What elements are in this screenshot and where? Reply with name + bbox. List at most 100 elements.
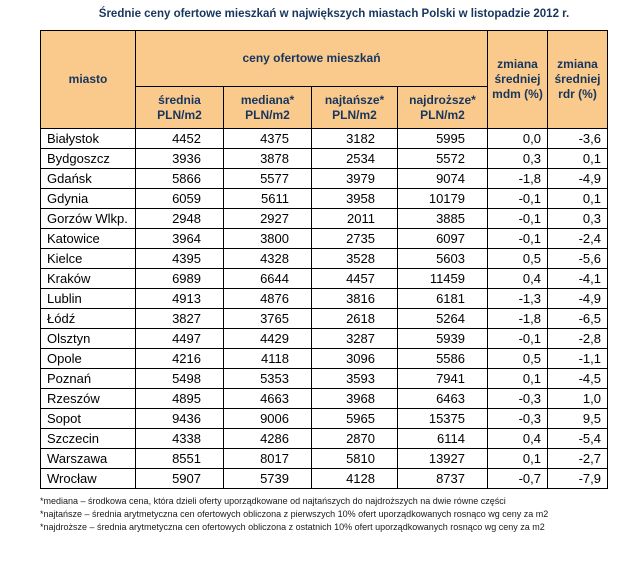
city-cell: Bydgoszcz [40,148,136,169]
cheapest-price-cell: 2735 [311,228,398,249]
table-row: Rzeszów 4895 4663 3968 6463 -0,3 1,0 [40,388,608,409]
change-mdm-cell: -1,8 [487,168,548,189]
cheapest-price-cell: 3182 [311,128,398,149]
most-expensive-price-cell: 13927 [397,448,488,469]
table-row: Poznań 5498 5353 3593 7941 0,1 -4,5 [40,368,608,389]
header-average-label: średnia [158,92,201,107]
change-rdr-cell: -4,9 [547,168,608,189]
median-price-cell: 3800 [223,228,312,249]
city-cell: Sopot [40,408,136,429]
most-expensive-price-cell: 7941 [397,368,488,389]
city-cell: Białystok [40,128,136,149]
median-price-cell: 5739 [223,468,312,489]
footnote-most-expensive: *najdroższe – średnia arytmetyczna cen o… [40,522,545,533]
change-mdm-cell: 0,4 [487,428,548,449]
most-expensive-price-cell: 6463 [397,388,488,409]
most-expensive-price-cell: 11459 [397,268,488,289]
median-price-cell: 5611 [223,188,312,209]
most-expensive-price-cell: 5603 [397,248,488,269]
most-expensive-price-cell: 5939 [397,328,488,349]
cheapest-price-cell: 2870 [311,428,398,449]
most-expensive-price-cell: 6181 [397,288,488,309]
header-most-expensive-label: najdroższe* [409,92,476,107]
change-rdr-cell: -2,8 [547,328,608,349]
median-price-cell: 9006 [223,408,312,429]
cheapest-price-cell: 5810 [311,448,398,469]
most-expensive-price-cell: 3885 [397,208,488,229]
cheapest-price-cell: 5965 [311,408,398,429]
average-price-cell: 3936 [135,148,224,169]
change-mdm-cell: -0,7 [487,468,548,489]
average-price-cell: 6059 [135,188,224,209]
average-price-cell: 5498 [135,368,224,389]
change-rdr-cell: -4,1 [547,268,608,289]
cheapest-price-cell: 3528 [311,248,398,269]
median-price-cell: 4286 [223,428,312,449]
table-row: Lublin 4913 4876 3816 6181 -1,3 -4,9 [40,288,608,309]
cheapest-price-cell: 3096 [311,348,398,369]
header-change-mdm: zmiana średniej mdm (%) [487,30,548,129]
change-rdr-cell: -2,4 [547,228,608,249]
most-expensive-price-cell: 5586 [397,348,488,369]
header-cheapest-unit: PLN/m2 [332,107,377,122]
table-row: Gdynia 6059 5611 3958 10179 -0,1 0,1 [40,188,608,209]
city-cell: Rzeszów [40,388,136,409]
most-expensive-price-cell: 5264 [397,308,488,329]
header-median-unit: PLN/m2 [245,107,290,122]
most-expensive-price-cell: 9074 [397,168,488,189]
median-price-cell: 6644 [223,268,312,289]
most-expensive-price-cell: 6114 [397,428,488,449]
median-price-cell: 4876 [223,288,312,309]
average-price-cell: 4452 [135,128,224,149]
city-cell: Gdynia [40,188,136,209]
median-price-cell: 4663 [223,388,312,409]
average-price-cell: 2948 [135,208,224,229]
footnote-cheapest: *najtańsze – średnia arytmetyczna cen of… [40,509,549,520]
average-price-cell: 4895 [135,388,224,409]
change-mdm-cell: -0,1 [487,208,548,229]
cheapest-price-cell: 3593 [311,368,398,389]
change-rdr-cell: 1,0 [547,388,608,409]
change-mdm-cell: -1,8 [487,308,548,329]
cheapest-price-cell: 3968 [311,388,398,409]
most-expensive-price-cell: 5995 [397,128,488,149]
change-mdm-cell: 0,5 [487,348,548,369]
change-rdr-cell: -7,9 [547,468,608,489]
average-price-cell: 5866 [135,168,224,189]
change-rdr-cell: -5,4 [547,428,608,449]
change-rdr-cell: 0,3 [547,208,608,229]
median-price-cell: 3765 [223,308,312,329]
header-average: średnia PLN/m2 [135,86,224,129]
header-cheapest-label: najtańsze* [324,92,385,107]
average-price-cell: 9436 [135,408,224,429]
cheapest-price-cell: 2618 [311,308,398,329]
median-price-cell: 4375 [223,128,312,149]
change-mdm-cell: 0,0 [487,128,548,149]
footnote-median: *mediana – środkowa cena, która dzieli o… [40,496,506,506]
cheapest-price-cell: 3816 [311,288,398,309]
average-price-cell: 4497 [135,328,224,349]
change-rdr-cell: 0,1 [547,188,608,209]
table-row: Białystok 4452 4375 3182 5995 0,0 -3,6 [40,128,608,149]
footnotes: *mediana – środkowa cena, która dzieli o… [40,495,640,534]
change-rdr-cell: -6,5 [547,308,608,329]
table-row: Kraków 6989 6644 4457 11459 0,4 -4,1 [40,268,608,289]
city-cell: Gorzów Wlkp. [40,208,136,229]
change-rdr-cell: 9,5 [547,408,608,429]
header-most-expensive: najdroższe* PLN/m2 [397,86,488,129]
city-cell: Poznań [40,368,136,389]
page-title: Średnie ceny ofertowe mieszkań w najwięk… [98,8,570,20]
average-price-cell: 6989 [135,268,224,289]
most-expensive-price-cell: 6097 [397,228,488,249]
header-city: miasto [40,30,136,129]
table-row: Łódź 3827 3765 2618 5264 -1,8 -6,5 [40,308,608,329]
most-expensive-price-cell: 8737 [397,468,488,489]
average-price-cell: 4216 [135,348,224,369]
median-price-cell: 4429 [223,328,312,349]
median-price-cell: 5353 [223,368,312,389]
city-cell: Gdańsk [40,168,136,189]
change-rdr-cell: -4,5 [547,368,608,389]
city-cell: Kielce [40,248,136,269]
city-cell: Warszawa [40,448,136,469]
change-rdr-cell: -3,6 [547,128,608,149]
